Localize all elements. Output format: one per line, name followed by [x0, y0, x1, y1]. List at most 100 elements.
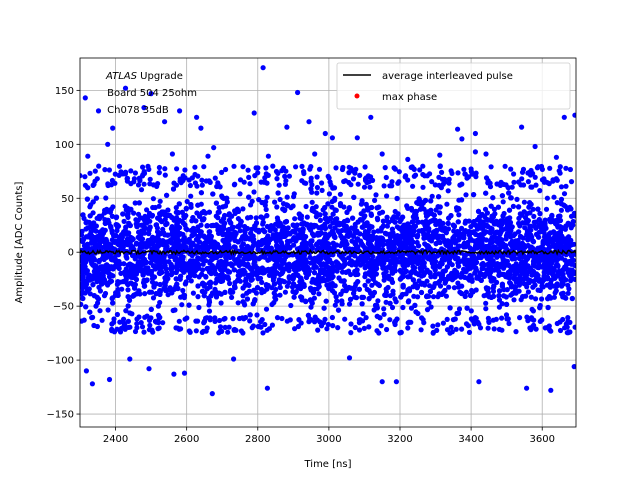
data-point	[510, 203, 516, 209]
data-point	[308, 304, 314, 310]
data-point	[493, 229, 499, 235]
data-point	[332, 225, 338, 231]
data-point	[361, 208, 367, 214]
data-point	[89, 259, 95, 265]
data-point	[372, 197, 378, 203]
data-point	[387, 293, 393, 299]
data-point	[397, 267, 403, 274]
data-point	[206, 229, 212, 235]
data-point	[110, 273, 116, 279]
data-point	[254, 312, 260, 318]
data-point	[393, 299, 399, 305]
data-point	[424, 278, 430, 284]
data-point	[136, 200, 142, 206]
data-point	[541, 269, 547, 275]
data-point	[380, 218, 386, 224]
data-point	[569, 295, 575, 302]
data-point	[150, 204, 156, 211]
data-point	[304, 214, 310, 220]
data-point	[553, 288, 559, 294]
data-point	[196, 304, 202, 311]
data-point	[342, 242, 348, 248]
data-point	[536, 234, 542, 240]
data-point	[114, 228, 120, 234]
data-point	[115, 286, 121, 293]
data-point	[229, 231, 235, 237]
data-point	[381, 311, 387, 317]
data-point	[524, 233, 531, 239]
data-point	[565, 282, 571, 288]
data-point	[297, 233, 303, 239]
data-point	[258, 286, 265, 293]
data-point	[277, 280, 283, 286]
data-point	[184, 198, 190, 205]
data-point	[160, 226, 166, 232]
data-point	[555, 256, 561, 262]
data-point	[124, 236, 131, 242]
data-point	[262, 229, 268, 235]
data-point	[259, 279, 265, 285]
data-point	[119, 232, 125, 238]
data-point	[428, 304, 434, 310]
data-point	[428, 274, 434, 280]
data-point	[132, 285, 138, 291]
data-point	[183, 226, 189, 232]
data-point	[551, 283, 557, 289]
data-point	[309, 199, 315, 205]
data-point	[170, 186, 177, 192]
data-point	[379, 209, 386, 215]
data-point	[396, 225, 402, 231]
data-point	[538, 277, 545, 283]
data-point	[545, 258, 551, 265]
data-point	[190, 215, 196, 221]
data-point	[365, 278, 371, 284]
data-point	[132, 200, 138, 206]
data-point	[496, 288, 503, 294]
data-point	[83, 257, 89, 263]
data-point	[204, 266, 210, 272]
data-point	[224, 195, 230, 201]
data-point	[442, 268, 448, 274]
data-point	[531, 213, 537, 219]
data-point	[292, 216, 298, 222]
data-point	[188, 244, 194, 250]
data-point	[408, 246, 414, 252]
data-point	[272, 271, 278, 277]
data-point	[539, 256, 545, 263]
data-point	[526, 204, 532, 210]
data-point	[491, 244, 497, 250]
data-point	[319, 252, 326, 258]
data-point	[138, 187, 145, 193]
data-point	[157, 299, 163, 306]
data-point	[464, 305, 470, 311]
data-point	[484, 255, 490, 261]
data-point	[323, 263, 329, 269]
data-point	[162, 232, 168, 238]
data-point	[291, 191, 297, 197]
data-point	[303, 203, 309, 210]
data-point	[257, 275, 264, 281]
data-point	[537, 188, 543, 194]
data-point	[153, 291, 159, 297]
data-point	[240, 206, 246, 212]
data-point	[422, 197, 429, 204]
data-point	[250, 269, 256, 275]
data-point	[80, 276, 83, 282]
data-point	[360, 311, 366, 317]
data-point	[92, 246, 99, 252]
data-point	[424, 242, 430, 249]
data-point	[80, 295, 86, 302]
data-point	[544, 195, 551, 201]
data-point	[82, 290, 88, 296]
data-point	[174, 225, 180, 231]
data-point	[417, 206, 423, 212]
data-point	[531, 219, 537, 225]
data-point	[80, 232, 85, 238]
data-point	[490, 195, 496, 201]
data-point	[90, 275, 96, 281]
data-point	[525, 237, 531, 243]
data-point	[432, 217, 438, 223]
data-point	[415, 294, 421, 300]
data-point	[93, 195, 99, 201]
data-point	[200, 280, 206, 286]
